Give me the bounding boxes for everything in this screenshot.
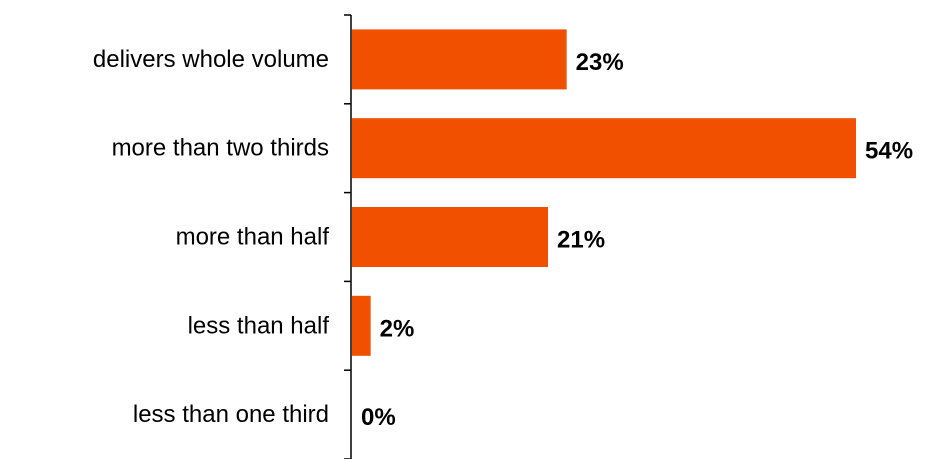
bar-group <box>352 29 856 356</box>
bar <box>352 29 567 90</box>
value-labels: 23% 54% 21% 2% 0% <box>361 49 913 431</box>
category-label: more than half <box>176 224 330 251</box>
value-label: 23% <box>576 49 624 76</box>
category-label: less than one third <box>133 401 329 428</box>
bar <box>352 118 856 179</box>
value-label: 0% <box>361 404 396 431</box>
category-label: more than two thirds <box>112 135 329 162</box>
category-labels: delivers whole volume more than two third… <box>93 46 329 428</box>
axis-ticks <box>344 14 351 459</box>
bar <box>352 207 548 267</box>
value-label: 54% <box>865 138 913 165</box>
bar <box>352 295 371 356</box>
value-label: 2% <box>380 315 415 342</box>
category-label: delivers whole volume <box>93 46 329 73</box>
value-label: 21% <box>557 227 605 254</box>
category-label: less than half <box>188 312 330 339</box>
